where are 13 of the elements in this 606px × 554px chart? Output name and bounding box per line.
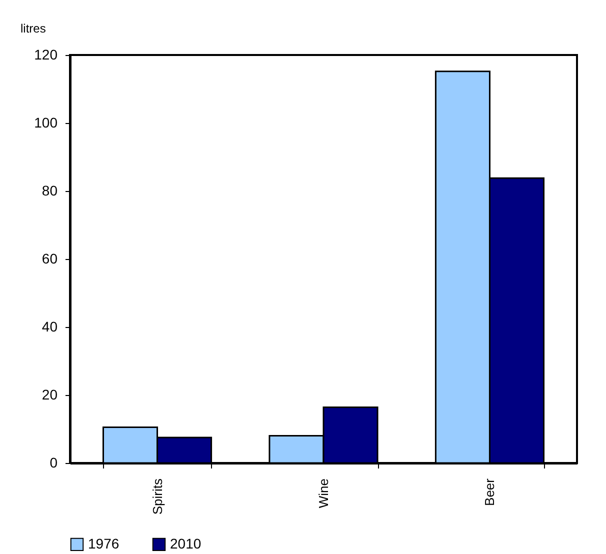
y-tick-label: 60 — [42, 250, 58, 266]
x-tick-label: Spirits — [150, 478, 165, 515]
y-tick-label: 80 — [42, 182, 58, 198]
y-axis-title: litres — [20, 22, 46, 36]
legend-label: 2010 — [170, 535, 202, 552]
y-tick-label: 20 — [42, 386, 58, 402]
x-tick-label: Beer — [482, 478, 498, 506]
y-tick-label: 120 — [34, 46, 58, 62]
legend-label: 1976 — [88, 535, 120, 552]
y-tick-label: 40 — [42, 318, 58, 334]
y-tick-label: 100 — [34, 114, 58, 130]
x-tick-label: Wine — [316, 478, 331, 508]
y-tick-label: 0 — [50, 454, 58, 470]
